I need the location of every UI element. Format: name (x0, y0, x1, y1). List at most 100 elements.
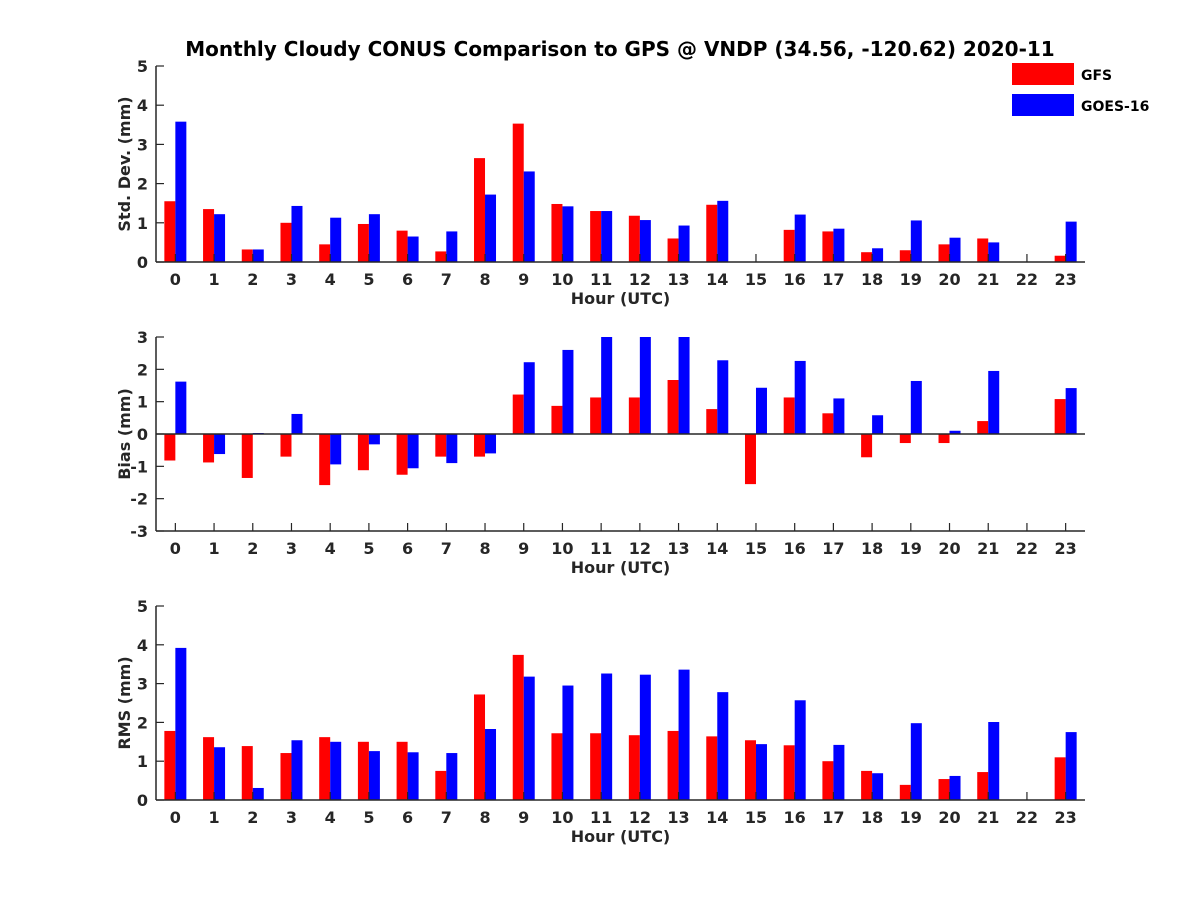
x-tick-label: 16 (784, 539, 806, 558)
x-tick-label: 12 (629, 808, 651, 827)
x-tick-label: 9 (518, 270, 529, 289)
bar-gfs-hour-14 (706, 204, 718, 262)
x-tick-label: 15 (745, 539, 767, 558)
x-tick-label: 0 (170, 270, 181, 289)
bar-goes-16-hour-19 (910, 723, 922, 800)
bar-goes-16-hour-9 (523, 676, 535, 800)
x-tick-label: 13 (667, 539, 689, 558)
x-tick-label: 10 (551, 270, 573, 289)
bar-goes-16-hour-5 (368, 214, 380, 262)
y-tick-label: 1 (137, 393, 148, 412)
bar-gfs-hour-23 (1054, 757, 1066, 800)
y-tick-label: 0 (137, 253, 148, 272)
x-tick-label: 22 (1016, 808, 1038, 827)
bar-gfs-hour-1 (203, 209, 215, 262)
y-tick-label: 1 (137, 214, 148, 233)
y-tick-label: -2 (130, 490, 148, 509)
bar-gfs-hour-12 (628, 735, 640, 800)
bar-goes-16-hour-15 (755, 744, 767, 800)
bar-goes-16-hour-15 (755, 387, 767, 434)
bar-goes-16-hour-23 (1065, 732, 1077, 800)
x-tick-label: 21 (977, 270, 999, 289)
bar-gfs-hour-11 (590, 397, 602, 434)
x-tick-label: 11 (590, 270, 612, 289)
bar-gfs-hour-6 (396, 434, 408, 475)
bar-goes-16-hour-13 (678, 669, 690, 800)
x-tick-label: 0 (170, 539, 181, 558)
bar-goes-16-hour-21 (988, 722, 1000, 800)
x-tick-label: 21 (977, 808, 999, 827)
bar-goes-16-hour-4 (330, 217, 342, 262)
bar-goes-16-hour-3 (291, 740, 303, 800)
x-axis-label: Hour (UTC) (571, 289, 671, 308)
bar-gfs-hour-19 (899, 784, 911, 800)
bar-goes-16-hour-8 (485, 434, 497, 454)
y-tick-label: 5 (137, 57, 148, 76)
y-tick-label: 0 (137, 425, 148, 444)
x-tick-label: 4 (325, 539, 336, 558)
bar-gfs-hour-8 (474, 158, 486, 262)
bar-gfs-hour-9 (512, 123, 524, 263)
bar-goes-16-hour-6 (407, 236, 419, 262)
x-tick-label: 1 (208, 539, 219, 558)
legend-label-gfs: GFS (1081, 68, 1112, 84)
bar-goes-16-hour-21 (988, 242, 1000, 262)
bar-gfs-hour-4 (319, 737, 331, 800)
x-tick-label: 7 (441, 808, 452, 827)
bar-gfs-hour-21 (977, 421, 989, 434)
x-tick-label: 6 (402, 539, 413, 558)
x-tick-label: 3 (286, 808, 297, 827)
bar-gfs-hour-0 (164, 730, 176, 800)
bar-gfs-hour-0 (164, 434, 176, 461)
y-tick-label: 0 (137, 791, 148, 810)
bar-goes-16-hour-7 (446, 434, 458, 464)
bar-gfs-hour-20 (938, 244, 950, 262)
bar-goes-16-hour-20 (949, 775, 961, 800)
y-tick-label: 4 (137, 96, 148, 115)
y-tick-label: 4 (137, 636, 148, 655)
x-tick-label: 6 (402, 270, 413, 289)
bar-goes-16-hour-10 (562, 685, 574, 800)
x-tick-label: 23 (1055, 808, 1077, 827)
bar-gfs-hour-17 (822, 413, 834, 434)
x-tick-label: 16 (784, 808, 806, 827)
y-tick-label: 5 (137, 597, 148, 616)
bar-goes-16-hour-0 (175, 381, 187, 434)
bar-goes-16-hour-3 (291, 205, 303, 262)
bar-gfs-hour-13 (667, 238, 679, 262)
bar-goes-16-hour-23 (1065, 221, 1077, 262)
x-tick-label: 19 (900, 808, 922, 827)
x-tick-label: 20 (938, 539, 960, 558)
bar-goes-16-hour-5 (368, 751, 380, 800)
bar-goes-16-hour-4 (330, 434, 342, 465)
y-axis-label: RMS (mm) (115, 656, 134, 749)
y-tick-label: 3 (137, 135, 148, 154)
x-axis-label: Hour (UTC) (571, 558, 671, 577)
bar-goes-16-hour-14 (717, 360, 729, 434)
bar-gfs-hour-23 (1054, 255, 1066, 262)
x-tick-label: 17 (822, 270, 844, 289)
bar-goes-16-hour-14 (717, 200, 729, 262)
bar-gfs-hour-14 (706, 736, 718, 800)
bar-gfs-hour-7 (435, 251, 447, 262)
bar-goes-16-hour-3 (291, 413, 303, 434)
bar-gfs-hour-2 (241, 249, 253, 262)
bar-gfs-hour-13 (667, 380, 679, 434)
bar-goes-16-hour-11 (601, 337, 613, 434)
bar-gfs-hour-10 (551, 405, 563, 434)
bar-gfs-hour-5 (357, 434, 369, 471)
x-tick-label: 12 (629, 270, 651, 289)
x-tick-label: 5 (363, 539, 374, 558)
y-tick-label: 3 (137, 675, 148, 694)
bar-gfs-hour-5 (357, 223, 369, 262)
x-tick-label: 9 (518, 808, 529, 827)
bar-gfs-hour-6 (396, 741, 408, 800)
bar-gfs-hour-20 (938, 779, 950, 800)
bar-goes-16-hour-11 (601, 673, 613, 800)
bar-gfs-hour-7 (435, 434, 447, 457)
x-tick-label: 1 (208, 270, 219, 289)
bar-gfs-hour-21 (977, 238, 989, 262)
bar-goes-16-hour-19 (910, 220, 922, 262)
x-tick-label: 23 (1055, 539, 1077, 558)
